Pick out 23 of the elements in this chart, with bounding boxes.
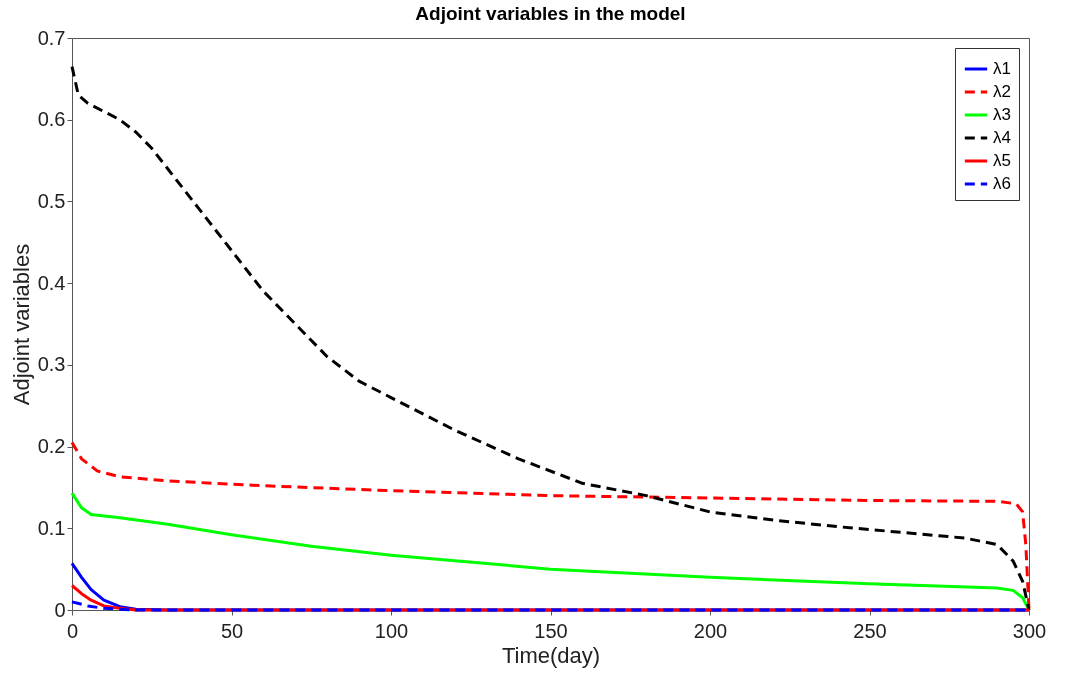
y-tick-label: 0.2 bbox=[37, 435, 66, 458]
x-tick-label: 100 bbox=[374, 619, 409, 642]
x-tick-label: 300 bbox=[1012, 619, 1047, 642]
legend-label: λ5 bbox=[993, 151, 1011, 170]
legend-label: λ1 bbox=[993, 59, 1011, 78]
x-tick-label: 250 bbox=[853, 619, 887, 642]
x-tick-label: 150 bbox=[534, 619, 568, 642]
y-tick-label: 0.5 bbox=[37, 189, 66, 212]
y-tick-label: 0.7 bbox=[37, 26, 66, 49]
x-tick-label: 50 bbox=[220, 619, 244, 642]
y-axis-title: Adjoint variables bbox=[8, 243, 34, 406]
chart-title: Adjoint variables in the model bbox=[415, 3, 686, 24]
x-axis-title: Time(day) bbox=[501, 642, 601, 668]
legend-label: λ6 bbox=[993, 174, 1011, 193]
y-tick-label: 0 bbox=[54, 598, 66, 621]
legend-label: λ4 bbox=[993, 128, 1011, 147]
y-tick-label: 0.4 bbox=[37, 271, 66, 294]
y-tick-label: 0.1 bbox=[37, 516, 66, 539]
legend-label: λ3 bbox=[993, 105, 1011, 124]
y-tick-label: 0.6 bbox=[37, 108, 66, 131]
y-tick-label: 0.3 bbox=[37, 353, 66, 376]
legend-label: λ2 bbox=[993, 82, 1011, 101]
x-tick-label: 200 bbox=[693, 619, 728, 642]
